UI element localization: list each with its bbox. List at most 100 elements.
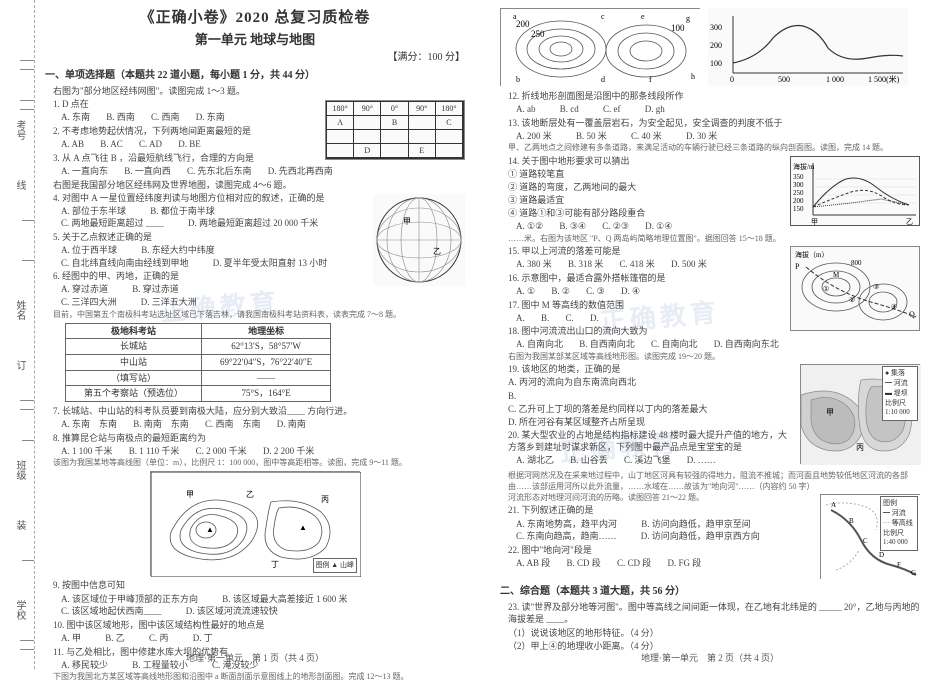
svg-text:D: D xyxy=(879,551,884,559)
opt: D. 东南 xyxy=(196,111,225,124)
q12: 12. 折线地形剖面图是沿图中的那条线段所作 xyxy=(508,90,920,102)
opt: D. 500 米 xyxy=(671,258,707,271)
opt: D. ①④ xyxy=(645,220,672,233)
opt: D. 先西北再西南 xyxy=(268,165,333,178)
opt: A. 1 100 千米 xyxy=(61,445,113,458)
opt: D. 访问向趋低，趋甲京西方向 xyxy=(641,530,760,543)
opt: C. 418 米 xyxy=(620,258,655,271)
ytick: 200 xyxy=(710,41,722,50)
opt: A. ab xyxy=(516,103,536,116)
opt: D. 2 200 千米 xyxy=(263,445,315,458)
page-footer-left: 地理·第一单元 第 1 页（共 4 页） xyxy=(35,652,475,665)
note-q15-18: ……米。右图为该地区 "P、Q 两岛屿简略地理位置图"。据图回答 15～18 题… xyxy=(508,233,920,244)
figure-q14-chart: 海拔/m 350 300 250 200 150 甲 乙 xyxy=(790,156,920,226)
note-q19-20: 右图为我国某部某区域等高线地形图。读图完成 19～20 题。 xyxy=(508,351,920,362)
svg-text:M: M xyxy=(833,271,840,279)
svg-text:乙: 乙 xyxy=(906,218,913,226)
td: 长城站 xyxy=(66,339,202,355)
opt: C. 自南向北 xyxy=(651,338,698,351)
th: 极地科考站 xyxy=(66,323,202,339)
section-2-head: 二、综合题（本题共 3 道大题，共 56 分） xyxy=(500,585,920,599)
opt: D. 三洋五大洲 xyxy=(141,296,197,309)
opt: C. 西南 东南 xyxy=(205,418,261,431)
svg-text:G: G xyxy=(911,569,916,577)
opt: C. 丙 xyxy=(149,632,169,645)
opt: A. AB xyxy=(61,138,84,151)
svg-text:③: ③ xyxy=(873,283,879,291)
opt: C. 溪边飞堡 xyxy=(624,454,671,467)
opt: A. 一直向东 xyxy=(61,165,108,178)
q9-opts-b: C. 该区域地起伏西南____ D. 该区域河流流速较快 xyxy=(61,605,465,618)
svg-text:▲: ▲ xyxy=(206,525,214,534)
q7: 7. 长城站、中山站的科考队员要到南极大陆，应分别大致沿____ 方向行进。 xyxy=(53,405,465,417)
label-ding: 订 xyxy=(12,360,26,370)
opt: D. 丁 xyxy=(193,632,213,645)
opt: B. 一直向西 xyxy=(124,165,171,178)
ruler-tick xyxy=(22,560,34,561)
q9-opts-a: A. 该区域位于甲峰顶部的正东方向 B. 该区域最大高差接近 1 600 米 xyxy=(61,593,465,606)
svg-text:350: 350 xyxy=(793,173,804,181)
q7-options: A. 东南 东南 B. 南南 东南 C. 西南 东南 D. 南南 xyxy=(61,418,465,431)
opt: A. 该区域位于甲峰顶部的正东方向 xyxy=(61,593,198,606)
ruler-tick xyxy=(22,220,34,221)
opt: B. 50 米 xyxy=(576,130,607,143)
svg-text:h: h xyxy=(691,72,695,81)
grid-head: 90° xyxy=(409,102,436,116)
svg-text:d: d xyxy=(601,75,605,84)
opt: D. 夏半年受太阳直射 13 小时 xyxy=(213,257,328,270)
page-footer-right: 地理·第一单元 第 2 页（共 4 页） xyxy=(490,652,930,665)
svg-text:200: 200 xyxy=(793,197,804,205)
opt: C. ③ xyxy=(586,285,605,298)
svg-text:丙: 丙 xyxy=(321,495,329,504)
svg-text:150: 150 xyxy=(793,205,804,213)
legend-text: 图例 ▲ 山峰 xyxy=(316,561,354,571)
opt: C. 自北纬直线向南由经线到甲地 xyxy=(61,257,189,270)
opt: A. 部位于东半球 xyxy=(61,205,126,218)
grid-head: 180° xyxy=(327,102,354,116)
td: （填写站） xyxy=(66,370,202,386)
q9: 9. 按图中信息可知 xyxy=(53,579,465,591)
opt: D. 自西南向东北 xyxy=(714,338,779,351)
opt: D. ④ xyxy=(621,285,640,298)
opt: B. ② xyxy=(551,285,570,298)
opt: B. 南南 东南 xyxy=(133,418,189,431)
td: 第五个考察站（预选位） xyxy=(66,386,202,402)
opt: B. 乙 xyxy=(105,632,125,645)
svg-text:b: b xyxy=(516,75,520,84)
opt: C. 先东北后东南 xyxy=(187,165,252,178)
q23-2: （2）甲上④的地理收小距离。（4 分） xyxy=(508,640,920,652)
q23-1: （1）说说该地区的地形特征。（4 分） xyxy=(508,627,920,639)
xtick: 1 500(米) xyxy=(868,74,900,84)
para-text: 根据河网然况及在采来地过程中，山丁地区河具有较强的得地力，阻流不推城；而河面且地… xyxy=(508,470,920,492)
note-q7-8: 目前，中国第五个南极科考站选址区域已下落吉林，请我国南极科考站资料表，读表完成 … xyxy=(53,309,465,320)
page-1: 《正确小卷》2020 总复习质检卷 第一单元 地球与地图 【满分：100 分】 … xyxy=(35,0,475,669)
opt: A. AB 段 xyxy=(516,557,550,570)
figure-q19-contour: 甲 乙 丙 ● 集落━ 河流▬ 堤坝比例尺 1:10 000 xyxy=(800,364,920,464)
q12-options: A. ab B. cd C. ef D. gh xyxy=(516,103,920,116)
svg-text:丁: 丁 xyxy=(271,560,279,569)
opt: B. 自西南向北 xyxy=(579,338,635,351)
opt: A. ①② xyxy=(516,220,543,233)
opt: A. 湖北乙 xyxy=(516,454,554,467)
opt: A. 东南 东南 xyxy=(61,418,117,431)
svg-text:海拔/m: 海拔/m xyxy=(793,162,815,171)
figure-latlong-grid: 180° 90° 0° 90° 180° ABC DE xyxy=(325,100,465,160)
opt: D. 30 米 xyxy=(686,130,717,143)
svg-text:海拔（m）: 海拔（m） xyxy=(795,250,828,259)
td: 69°22′04″S，76°22′40″E xyxy=(202,355,331,371)
svg-text:F: F xyxy=(897,561,901,569)
opt: B. 西南 xyxy=(106,111,135,124)
figure-q12-contour: 200 250 100 ab cd ef gh xyxy=(500,8,700,86)
opt: B. AC xyxy=(100,138,123,151)
opt: A. 甲 xyxy=(61,632,81,645)
opt: C. CD 段 xyxy=(617,557,651,570)
svg-text:a: a xyxy=(513,12,517,21)
ruler-tick xyxy=(22,440,34,441)
figure-globe: 甲 乙 xyxy=(373,194,465,286)
svg-text:甲: 甲 xyxy=(403,217,411,226)
figure-river: A B C D F G 图例━ 河流┄ 等高线比例尺1:40 000 xyxy=(820,494,920,579)
label-kaohao: 考号 xyxy=(12,120,26,140)
ruler-tick xyxy=(20,640,34,650)
opt: A. 东南地势高，趋平内河 xyxy=(516,518,617,531)
opt: A. 穿过赤道 xyxy=(61,283,108,296)
